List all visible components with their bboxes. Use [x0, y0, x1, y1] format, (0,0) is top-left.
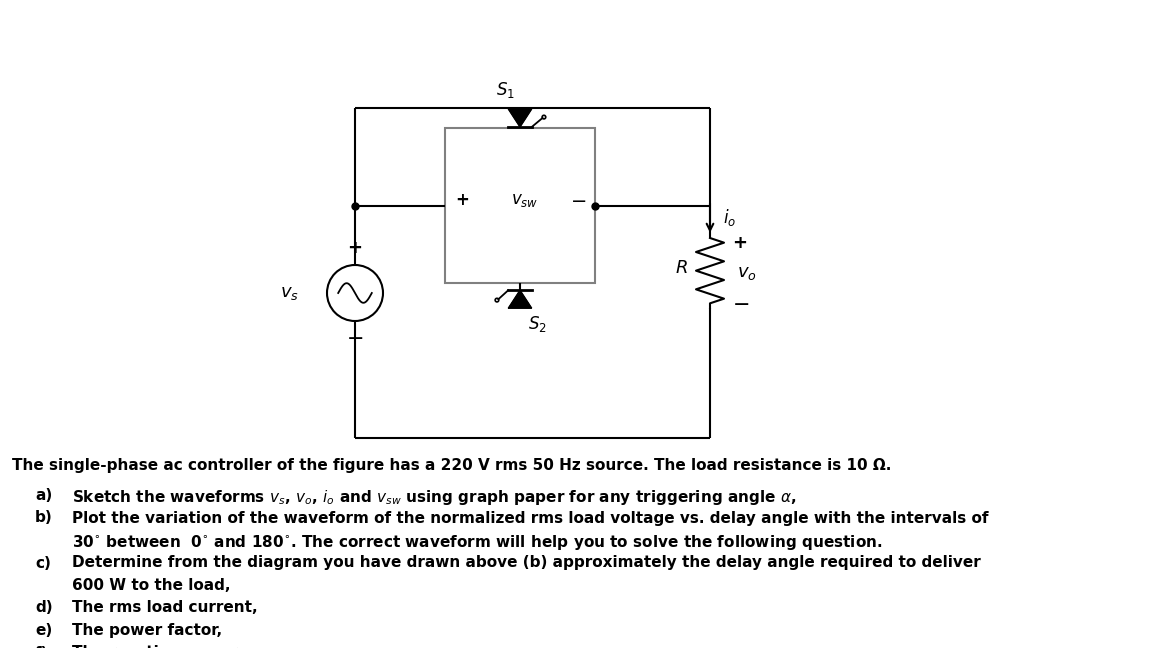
Text: f): f) — [35, 645, 48, 648]
Text: Sketch the waveforms $v_s$, $v_o$, $i_o$ and $v_{sw}$ using graph paper for any : Sketch the waveforms $v_s$, $v_o$, $i_o$… — [71, 488, 796, 507]
Text: $-$: $-$ — [732, 293, 749, 313]
Text: e): e) — [35, 623, 52, 638]
Text: $-$: $-$ — [570, 190, 586, 209]
Text: The single-phase ac controller of the figure has a 220 V rms 50 Hz source. The l: The single-phase ac controller of the fi… — [12, 458, 892, 473]
Text: b): b) — [35, 511, 53, 526]
Text: a): a) — [35, 488, 52, 503]
Bar — [445, 128, 594, 283]
Polygon shape — [508, 290, 532, 308]
Text: The power factor,: The power factor, — [71, 623, 222, 638]
Text: +: + — [348, 239, 363, 257]
Text: Plot the variation of the waveform of the normalized rms load voltage vs. delay : Plot the variation of the waveform of th… — [71, 511, 988, 526]
Text: c): c) — [35, 555, 51, 570]
Text: +: + — [455, 191, 469, 209]
Text: 600 W to the load,: 600 W to the load, — [71, 578, 230, 593]
Text: $v_s$: $v_s$ — [280, 284, 300, 302]
Text: $v_o$: $v_o$ — [737, 264, 757, 282]
Text: $R$: $R$ — [675, 259, 688, 277]
Text: 30$^{\circ}$ between  0$^{\circ}$ and 180$^{\circ}$. The correct waveform will h: 30$^{\circ}$ between 0$^{\circ}$ and 180… — [71, 533, 882, 552]
Text: $v_{sw}$: $v_{sw}$ — [511, 191, 539, 209]
Text: d): d) — [35, 601, 53, 616]
Text: $S_2$: $S_2$ — [528, 314, 547, 334]
Text: $S_1$: $S_1$ — [497, 80, 515, 100]
Text: +: + — [732, 234, 746, 252]
Text: $i_o$: $i_o$ — [723, 207, 736, 229]
Text: Determine from the diagram you have drawn above (b) approximately the delay angl: Determine from the diagram you have draw… — [71, 555, 980, 570]
Text: The reactive power.: The reactive power. — [71, 645, 241, 648]
Circle shape — [495, 298, 499, 302]
Polygon shape — [508, 109, 532, 127]
Text: $-$: $-$ — [347, 327, 364, 347]
Text: The rms load current,: The rms load current, — [71, 601, 258, 616]
